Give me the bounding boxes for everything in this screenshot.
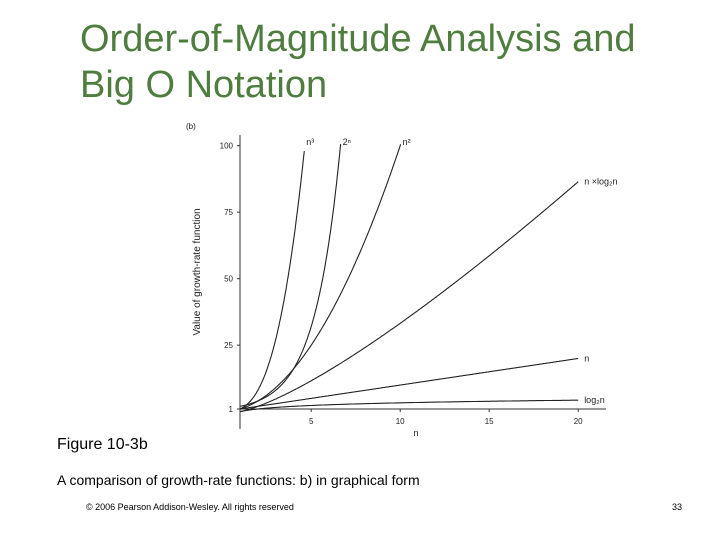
slide-title: Order-of-Magnitude Analysis and Big O No… — [80, 16, 700, 108]
panel-label: (b) — [186, 122, 196, 131]
y-tick-label: 50 — [224, 275, 233, 284]
figure-caption: A comparison of growth-rate functions: b… — [57, 472, 420, 488]
series-line — [239, 144, 342, 407]
x-tick-label: 5 — [309, 417, 314, 426]
series-label: n³ — [306, 137, 314, 147]
y-axis-label: Value of growth-rate function — [192, 208, 203, 335]
figure-title: Figure 10-3b — [57, 436, 148, 453]
y-tick-label: 75 — [224, 208, 233, 217]
axes — [239, 135, 606, 429]
series-line — [239, 357, 579, 410]
series-label: 2ⁿ — [343, 137, 351, 147]
slide-title-line1: Order-of-Magnitude Analysis and — [80, 18, 636, 60]
curve-labels: 2ⁿ n³ n² n ×log₂n n log₂n — [306, 137, 617, 405]
series-label: n² — [403, 137, 411, 147]
y-tick-label: 100 — [220, 142, 234, 151]
series-label: log₂n — [584, 395, 605, 405]
series-line — [239, 181, 579, 413]
x-tick-label: 15 — [485, 417, 494, 426]
copyright-notice: © 2006 Pearson Addison-Wesley. All right… — [86, 502, 294, 512]
slide-title-line2: Big O Notation — [80, 64, 328, 106]
series-line — [239, 151, 305, 410]
series-line — [239, 144, 402, 410]
x-tick-label: 20 — [574, 417, 583, 426]
page-number: 33 — [671, 502, 682, 512]
series-label: n ×log₂n — [584, 177, 617, 187]
curves — [239, 144, 579, 413]
y-tick-label: 1 — [229, 405, 234, 414]
x-tick-label: 10 — [396, 417, 405, 426]
ticks: 1 25 50 75 100 5 10 15 20 — [220, 142, 584, 426]
series-label: n — [584, 353, 589, 363]
y-tick-label: 25 — [224, 341, 233, 350]
x-axis-label: n — [413, 428, 418, 438]
series-line — [239, 399, 579, 413]
